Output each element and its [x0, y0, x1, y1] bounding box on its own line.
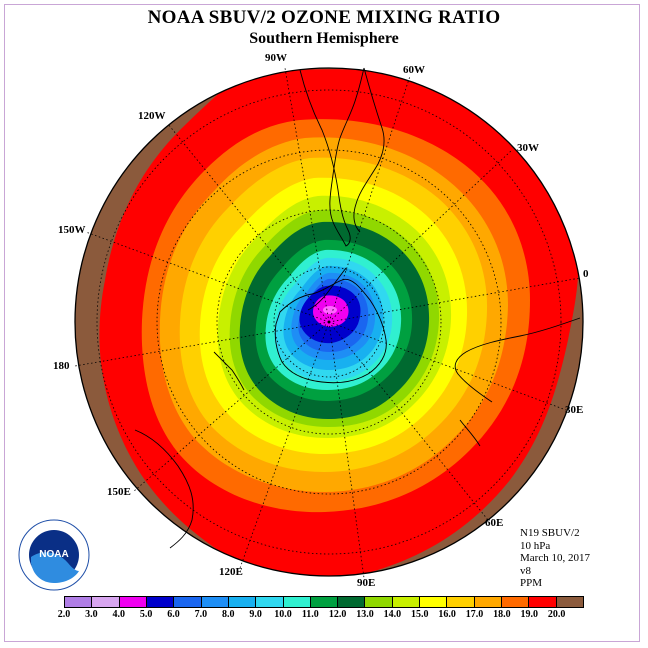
colorbar-swatch: [365, 597, 393, 607]
colorbar-swatch: [392, 597, 421, 607]
noaa-logo-text: NOAA: [39, 549, 68, 560]
colorbar-swatch: [529, 597, 557, 607]
lon-label-120e: 120E: [219, 566, 243, 578]
colorbar-tick-label: 18.0: [493, 609, 511, 620]
graticule: [74, 67, 581, 579]
south-america-east: [353, 67, 385, 233]
version-label: v8: [520, 564, 531, 577]
lon-label-90e: 90E: [357, 577, 376, 589]
colorbar-tick-label: 4.0: [112, 609, 125, 620]
colorbar-swatch: [228, 597, 257, 607]
lon-label-0: 0: [583, 268, 589, 280]
instrument-label: N19 SBUV/2: [520, 527, 580, 539]
antarctic-peninsula: [307, 267, 347, 311]
coastlines: [134, 67, 581, 549]
colorbar-swatch: [447, 597, 475, 607]
colorbar-swatch: [201, 597, 229, 607]
units-label: PPM: [520, 577, 543, 589]
africa-coast: [454, 317, 581, 403]
colorbar-tick-label: 2.0: [57, 609, 71, 620]
colorbar-swatch: [119, 597, 147, 607]
lon-label-60w: 60W: [403, 64, 425, 76]
colorbar-swatch: [338, 597, 366, 607]
map-title: NOAA SBUV/2 OZONE MIXING RATIO: [147, 7, 501, 28]
colorbar-tick-label: 7.0: [194, 609, 208, 620]
colorbar: [64, 596, 584, 608]
madagascar-coast: [459, 419, 481, 447]
colorbar-tick-label: 8.0: [221, 609, 235, 620]
colorbar-swatch: [65, 597, 93, 607]
colorbar-tick-label: 13.0: [356, 609, 374, 620]
colorbar-swatch: [146, 597, 175, 607]
lon-label-180: 180: [53, 360, 70, 372]
antarctica-coast: [274, 278, 387, 384]
colorbar-swatch: [556, 597, 583, 607]
colorbar-swatch: [502, 597, 530, 607]
colorbar-tick-label: 11.0: [301, 609, 319, 620]
colorbar-tick-label: 6.0: [167, 609, 180, 620]
new-zealand-coast: [213, 351, 245, 391]
field-level-4-core: [323, 306, 337, 314]
map-subtitle: Southern Hemisphere: [249, 30, 399, 47]
lon-label-30e: 30E: [565, 404, 584, 416]
map-border: [74, 67, 584, 577]
lon-label-150e: 150E: [107, 486, 131, 498]
colorbar-tick-label: 9.0: [249, 609, 262, 620]
colorbar-tick-label: 20.0: [547, 609, 566, 620]
colorbar-tick-label: 3.0: [85, 609, 98, 620]
lon-label-90w: 90W: [265, 52, 287, 64]
colorbar-swatch: [474, 597, 502, 607]
colorbar-tick-label: 14.0: [383, 609, 402, 620]
lon-label-60e: 60E: [485, 517, 504, 529]
colorbar-tick-label: 17.0: [465, 609, 484, 620]
ozone-field: [75, 68, 583, 576]
colorbar-swatch: [174, 597, 202, 607]
info-block: N19 SBUV/2 10 hPa March 10, 2017 v8 PPM: [520, 527, 590, 590]
colorbar-tick-label: 10.0: [274, 609, 292, 620]
colorbar-swatch: [310, 597, 339, 607]
date-label: March 10, 2017: [520, 552, 590, 564]
lon-label-150w: 150W: [58, 224, 86, 236]
colorbar-swatch: [420, 597, 448, 607]
australia-coast: [134, 429, 194, 549]
colorbar-tick-label: 12.0: [328, 609, 347, 620]
lon-label-120w: 120W: [138, 110, 166, 122]
lon-label-30w: 30W: [517, 142, 539, 154]
colorbar-tick-label: 19.0: [520, 609, 539, 620]
figure-frame: [4, 4, 640, 642]
colorbar-tick-label: 16.0: [438, 609, 456, 620]
colorbar-tick-label: 15.0: [411, 609, 429, 620]
pressure-level-label: 10 hPa: [520, 539, 551, 552]
colorbar-swatch: [256, 597, 284, 607]
colorbar-tick-label: 5.0: [139, 609, 153, 620]
noaa-logo: NOAA: [18, 519, 90, 591]
colorbar-swatch: [92, 597, 120, 607]
colorbar-swatch: [283, 597, 311, 607]
south-america-coast: [299, 67, 365, 247]
